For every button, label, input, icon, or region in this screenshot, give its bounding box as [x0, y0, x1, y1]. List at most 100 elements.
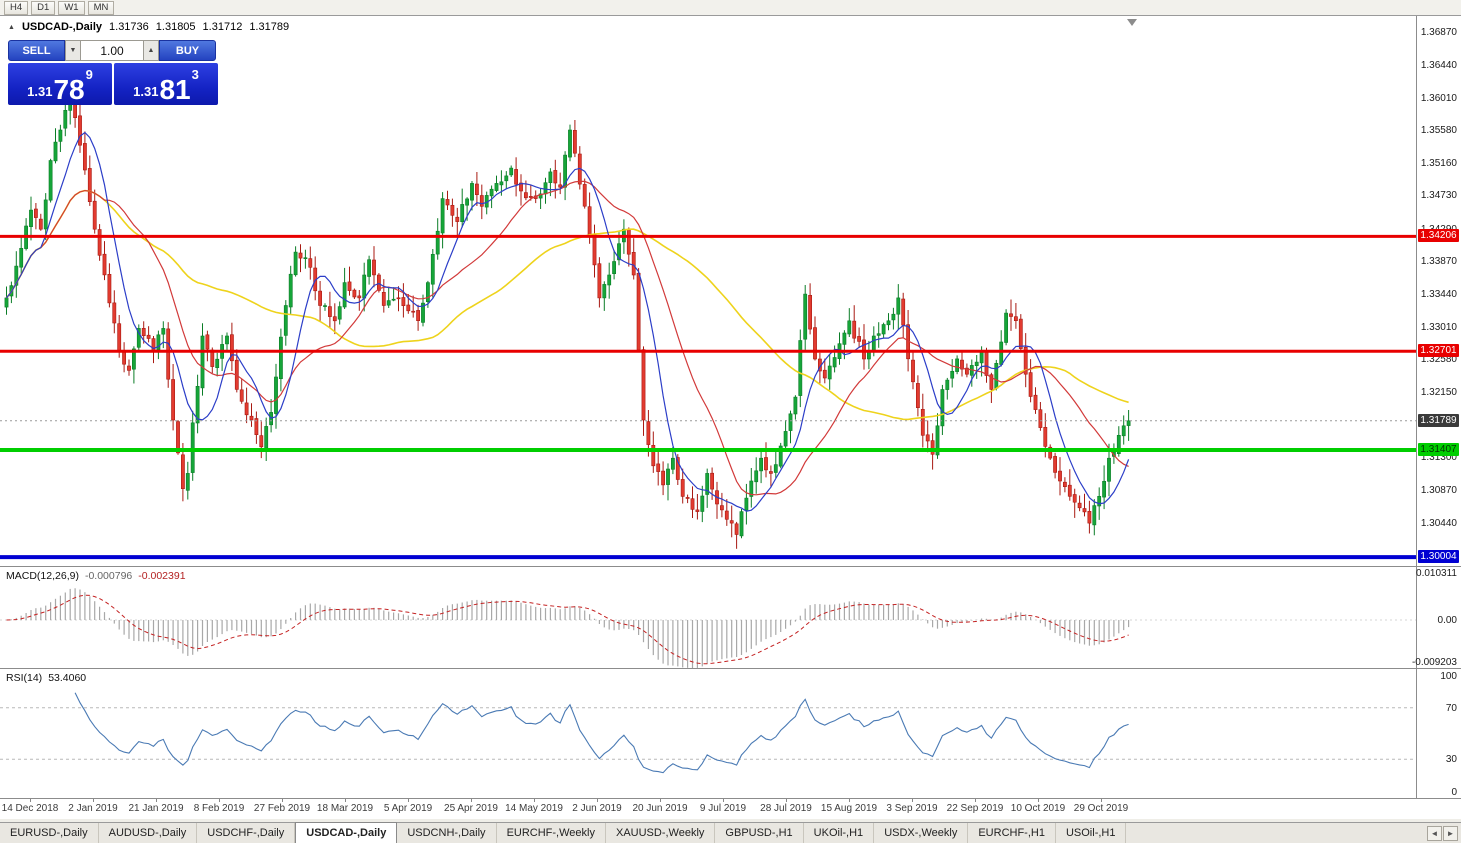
sell-price-display[interactable]: 1.31 78 9 [8, 63, 112, 105]
chart-tab-xauusd-weekly[interactable]: XAUUSD-,Weekly [606, 823, 716, 843]
date-tick-mark [1038, 799, 1039, 802]
date-tick-mark [219, 799, 220, 802]
sell-button[interactable]: SELL [8, 40, 65, 61]
chart-tab-bar: EURUSD-,Daily AUDUSD-,Daily USDCHF-,Daily U… [0, 822, 1461, 843]
chart-tab-eurchf-h1[interactable]: EURCHF-,H1 [968, 823, 1056, 843]
chart-tab-usdx-weekly[interactable]: USDX-,Weekly [874, 823, 969, 843]
price-tick-label: 1.34730 [1420, 190, 1457, 201]
date-tick-mark [597, 799, 598, 802]
volume-input[interactable] [81, 40, 143, 61]
rsi-axis-label: 0 [1451, 787, 1457, 798]
buy-price-display[interactable]: 1.31 81 3 [114, 63, 218, 105]
buy-button[interactable]: BUY [159, 40, 216, 61]
sell-price-main: 78 [53, 74, 85, 106]
timeframe-mn-button[interactable]: MN [87, 0, 115, 15]
price-tick-label: 1.32150 [1420, 387, 1457, 398]
chart-tab-ukoil-h1[interactable]: UKOil-,H1 [804, 823, 875, 843]
price-tick-label: 1.31300 [1420, 452, 1457, 463]
timeframe-w1-button[interactable]: W1 [58, 0, 85, 15]
chart-tab-list: EURUSD-,Daily AUDUSD-,Daily USDCHF-,Daily U… [0, 822, 1127, 843]
date-axis-label[interactable]: 18 Mar 2019 [316, 803, 374, 814]
ohlc-high-value: 1.31805 [155, 21, 196, 33]
date-axis-label[interactable]: 8 Feb 2019 [193, 803, 245, 814]
macd-panel-canvas[interactable] [0, 567, 1416, 668]
chart-header: ▲ USDCAD-,Daily 1.31736 1.31805 1.31712 … [8, 21, 289, 33]
ohlc-low-value: 1.31712 [202, 21, 243, 33]
macd-name: MACD(12,26,9) [6, 570, 79, 582]
chart-tab-usdcad-daily[interactable]: USDCAD-,Daily [295, 822, 398, 843]
tab-scroll-right-icon[interactable]: ► [1443, 825, 1458, 841]
macd-main-value: -0.000796 [84, 570, 133, 582]
one-click-trade-panel: SELL ▼ ▲ BUY 1.31 78 9 1.31 81 3 [8, 40, 218, 105]
chart-tab-usdcnh-daily[interactable]: USDCNH-,Daily [397, 823, 497, 843]
date-tick-mark [471, 799, 472, 802]
date-axis-label[interactable]: 3 Sep 2019 [886, 803, 938, 814]
chart-tab-usoil-h1[interactable]: USOil-,H1 [1056, 823, 1127, 843]
price-tick-label: 1.30870 [1420, 485, 1457, 496]
date-axis-label[interactable]: 14 May 2019 [505, 803, 563, 814]
price-axis[interactable]: 1.36870 1.36440 1.36010 1.35580 1.35160 1.347… [1412, 16, 1461, 798]
date-tick-mark [849, 799, 850, 802]
price-tick-label: 1.35580 [1420, 125, 1457, 136]
panel-separator[interactable] [0, 566, 1461, 567]
date-axis-label[interactable]: 14 Dec 2018 [1, 803, 59, 814]
price-tick-label: 1.32580 [1420, 354, 1457, 365]
price-tick-label: 1.30440 [1420, 518, 1457, 529]
macd-signal-value: -0.002391 [138, 570, 186, 582]
date-tick-mark [282, 799, 283, 802]
date-axis-label[interactable]: 22 Sep 2019 [946, 803, 1004, 814]
date-axis-label[interactable]: 10 Oct 2019 [1010, 803, 1066, 814]
buy-price-main: 81 [159, 74, 191, 106]
sell-price-prefix: 1.31 [27, 84, 53, 99]
date-axis-label[interactable]: 28 Jul 2019 [760, 803, 812, 814]
date-axis-label[interactable]: 2 Jun 2019 [572, 803, 622, 814]
date-axis-label[interactable]: 20 Jun 2019 [632, 803, 688, 814]
rsi-indicator-label: RSI(14) 53.4060 [6, 672, 86, 684]
rsi-panel-canvas[interactable] [0, 669, 1416, 798]
timeframe-d1-button[interactable]: D1 [31, 0, 56, 15]
chart-tab-eurchf-weekly[interactable]: EURCHF-,Weekly [497, 823, 606, 843]
rsi-axis-label: 100 [1440, 671, 1457, 682]
chart-tab-eurusd-daily[interactable]: EURUSD-,Daily [0, 823, 99, 843]
macd-axis-label: 0.00 [1437, 615, 1457, 626]
date-tick-mark [534, 799, 535, 802]
date-axis-label[interactable]: 15 Aug 2019 [820, 803, 878, 814]
date-axis-label[interactable]: 27 Feb 2019 [253, 803, 311, 814]
price-level-badge: 1.30004 [1418, 550, 1459, 563]
timeframe-toolbar: H4 D1 W1 MN [0, 0, 1461, 16]
ohlc-close-value: 1.31789 [249, 21, 290, 33]
date-axis-label[interactable]: 5 Apr 2019 [383, 803, 433, 814]
scroll-to-end-icon[interactable] [1127, 19, 1137, 26]
ohlc-open-value: 1.31736 [109, 21, 149, 33]
date-tick-mark [345, 799, 346, 802]
date-axis-label[interactable]: 25 Apr 2019 [444, 803, 498, 814]
volume-increase-button[interactable]: ▲ [143, 40, 159, 61]
date-tick-mark [93, 799, 94, 802]
rsi-axis-label: 30 [1445, 754, 1457, 765]
price-level-badge: 1.34206 [1418, 229, 1459, 242]
chart-tab-audusd-daily[interactable]: AUDUSD-,Daily [99, 823, 198, 843]
chart-tab-gbpusd-h1[interactable]: GBPUSD-,H1 [715, 823, 804, 843]
collapse-indicator-icon[interactable]: ▲ [8, 23, 15, 31]
price-tick-label: 1.36440 [1420, 60, 1457, 71]
date-tick-mark [912, 799, 913, 802]
timeframe-h4-button[interactable]: H4 [4, 0, 29, 15]
date-axis-label[interactable]: 2 Jan 2019 [68, 803, 118, 814]
price-tick-label: 1.36870 [1420, 27, 1457, 38]
date-axis-label[interactable]: 21 Jan 2019 [128, 803, 184, 814]
tab-scroll-left-icon[interactable]: ◄ [1427, 825, 1442, 841]
date-tick-mark [408, 799, 409, 802]
price-level-badge: 1.31789 [1418, 414, 1459, 427]
tab-scroll-controls: ◄ ► [1427, 823, 1461, 843]
panel-separator[interactable] [0, 668, 1461, 669]
chart-tab-usdchf-daily[interactable]: USDCHF-,Daily [197, 823, 296, 843]
date-tick-mark [30, 799, 31, 802]
price-tick-label: 1.33870 [1420, 256, 1457, 267]
date-axis-label[interactable]: 29 Oct 2019 [1073, 803, 1129, 814]
date-axis-label[interactable]: 9 Jul 2019 [699, 803, 747, 814]
volume-decrease-button[interactable]: ▼ [65, 40, 81, 61]
date-tick-mark [723, 799, 724, 802]
date-axis[interactable]: 14 Dec 2018 2 Jan 2019 21 Jan 2019 8 Feb 20… [0, 798, 1461, 819]
macd-axis-label: -0.009203 [1411, 657, 1457, 668]
